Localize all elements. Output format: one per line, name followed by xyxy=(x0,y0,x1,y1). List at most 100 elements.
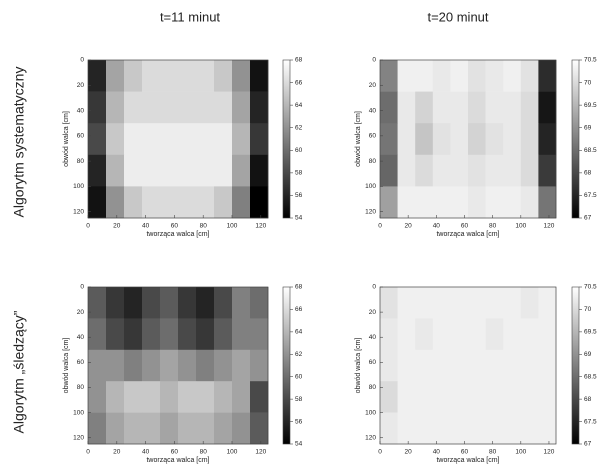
heat-cell xyxy=(397,349,416,382)
colorbar-tick-label: 69 xyxy=(584,124,592,131)
y-tick-label: 100 xyxy=(73,409,84,416)
y-axis-label: obwód walca [cm] xyxy=(355,111,362,167)
heat-cell xyxy=(142,287,161,319)
x-tick-label: 40 xyxy=(433,223,441,230)
heat-cell xyxy=(178,381,197,413)
heat-cell xyxy=(485,60,504,92)
heat-cell xyxy=(397,318,416,351)
heat-cell xyxy=(196,186,215,219)
heat-cell xyxy=(397,381,416,413)
heat-cell xyxy=(380,60,398,92)
heat-cell xyxy=(397,60,416,92)
x-tick-label: 0 xyxy=(86,223,90,230)
heat-cell xyxy=(124,186,143,219)
heat-cell xyxy=(106,123,125,156)
heat-cell xyxy=(520,381,539,413)
colorbar-tick-label: 70 xyxy=(584,306,592,313)
x-tick-label: 100 xyxy=(227,223,238,230)
y-tick-label: 20 xyxy=(369,82,377,89)
x-tick-label: 60 xyxy=(171,223,179,230)
heat-cell xyxy=(432,412,451,445)
heat-cell xyxy=(196,381,215,413)
heat-cell xyxy=(160,381,179,413)
heat-cell xyxy=(538,318,557,351)
heat-cell xyxy=(450,318,469,351)
heat-cell xyxy=(142,91,161,124)
colorbar-tick-label: 56 xyxy=(295,192,303,199)
y-axis-label: obwód walca [cm] xyxy=(63,111,70,167)
x-tick-label: 20 xyxy=(405,449,413,456)
y-tick-label: 0 xyxy=(80,57,84,64)
y-tick-label: 60 xyxy=(369,359,377,366)
heat-cell xyxy=(380,123,398,156)
heat-cell xyxy=(232,91,251,124)
heat-cell xyxy=(160,349,179,382)
colorbar-tick-label: 62 xyxy=(295,124,303,131)
heat-cell xyxy=(250,412,269,445)
x-tick-label: 120 xyxy=(255,449,266,456)
heat-cell xyxy=(380,186,398,219)
x-tick-label: 60 xyxy=(461,223,469,230)
colorbar-tick-label: 58 xyxy=(295,170,303,177)
y-tick-label: 80 xyxy=(77,384,85,391)
heat-cell xyxy=(124,123,143,156)
heat-cell xyxy=(432,186,451,219)
heat-cell xyxy=(538,381,557,413)
heat-cell xyxy=(232,412,251,445)
heat-cell xyxy=(380,154,398,187)
heat-cell xyxy=(142,60,161,92)
heat-cell xyxy=(450,154,469,187)
heat-cell xyxy=(196,60,215,92)
heat-cell xyxy=(485,412,504,445)
heat-cell xyxy=(196,287,215,319)
heat-cell xyxy=(503,154,522,187)
y-tick-label: 120 xyxy=(73,434,84,441)
heat-cell xyxy=(503,349,522,382)
heat-cell xyxy=(485,349,504,382)
heat-cell xyxy=(250,287,269,319)
heat-cell xyxy=(196,349,215,382)
heat-cell xyxy=(380,381,398,413)
colorbar xyxy=(571,59,580,219)
heat-cell xyxy=(485,154,504,187)
colorbar-tick-label: 64 xyxy=(295,102,303,109)
colorbar-tick-label: 67.5 xyxy=(584,418,597,425)
heat-cell xyxy=(232,186,251,219)
heat-cell xyxy=(232,287,251,319)
colorbar xyxy=(571,286,580,445)
heat-cell xyxy=(415,91,434,124)
heat-cell xyxy=(503,91,522,124)
heat-cell xyxy=(178,412,197,445)
heat-cell xyxy=(450,381,469,413)
x-tick-label: 20 xyxy=(113,449,121,456)
heat-cell xyxy=(450,60,469,92)
heat-cell xyxy=(88,60,107,92)
heat-cell xyxy=(538,186,557,219)
colorbar-tick-label: 68.5 xyxy=(584,147,597,154)
heat-cell xyxy=(450,287,469,319)
heat-cell xyxy=(106,412,125,445)
heat-cell xyxy=(450,412,469,445)
x-axis-label: tworząca walca [cm] xyxy=(436,231,499,238)
x-tick-label: 120 xyxy=(544,449,555,456)
y-axis-label: obwód walca [cm] xyxy=(355,338,362,394)
y-tick-label: 80 xyxy=(369,158,377,165)
heat-cell xyxy=(178,318,197,351)
heat-cell xyxy=(397,91,416,124)
heat-cell xyxy=(520,154,539,187)
heat-cell xyxy=(106,91,125,124)
heat-cell xyxy=(106,349,125,382)
heat-cell xyxy=(142,318,161,351)
heat-cell xyxy=(450,123,469,156)
heat-cell xyxy=(88,287,107,319)
heat-cell xyxy=(178,123,197,156)
heat-cell xyxy=(160,60,179,92)
heat-cell xyxy=(503,123,522,156)
heat-cell xyxy=(106,287,125,319)
heat-cell xyxy=(520,91,539,124)
heat-cell xyxy=(432,318,451,351)
heat-cell xyxy=(214,123,233,156)
heat-cell xyxy=(214,381,233,413)
colorbar-tick-label: 60 xyxy=(295,147,303,154)
heat-cell xyxy=(415,123,434,156)
